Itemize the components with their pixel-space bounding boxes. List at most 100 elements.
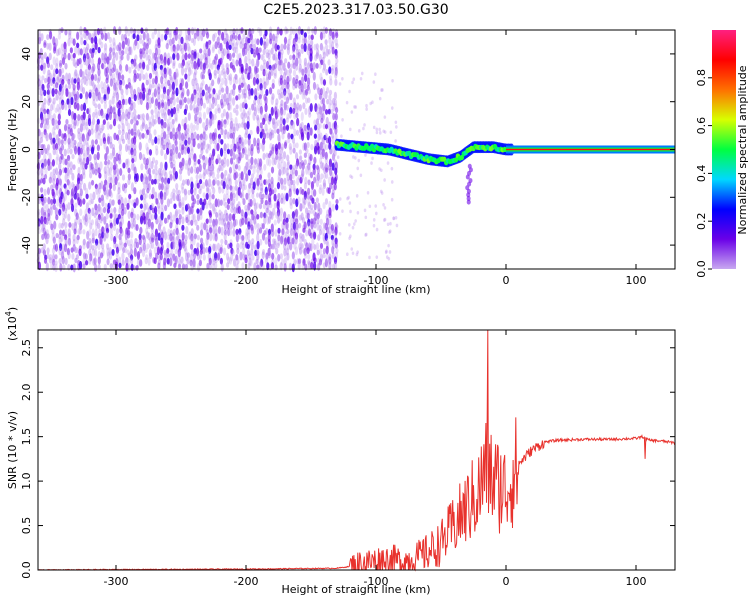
spectrogram-cell [93, 29, 97, 37]
spectrogram-cell [283, 91, 287, 101]
spectrogram-cell [205, 41, 209, 50]
spectrogram-cell [48, 86, 52, 94]
spectrogram-cell [106, 188, 110, 197]
spectrogram-cell [219, 147, 224, 157]
spectrogram-cell [207, 48, 211, 57]
spectrogram-cell [221, 93, 225, 100]
spectrogram-cell [148, 248, 152, 257]
spectrogram-cell [46, 187, 51, 196]
spectrogram-cell [91, 207, 95, 217]
spectrogram-cell [100, 41, 104, 49]
spectrogram-cell [265, 52, 269, 59]
spectrogram-cell [324, 151, 328, 160]
spectrogram-cell [121, 78, 126, 86]
spectrogram-cell [269, 211, 273, 219]
spectrogram-cell [102, 207, 107, 214]
spectrogram-cell [141, 61, 146, 70]
spectrogram-cell [161, 93, 165, 100]
spectrogram-cell [45, 132, 49, 142]
spectrogram-cell [119, 237, 123, 246]
spectrogram-cell [232, 136, 236, 146]
spectrogram-cell [119, 221, 123, 229]
spectrogram-cell [71, 222, 75, 231]
spectrogram-cell [112, 118, 117, 127]
spectrogram-cell [283, 101, 287, 111]
spectrogram-cell [292, 164, 297, 171]
spectrogram-cell [328, 32, 332, 40]
spectrogram-cell [334, 112, 338, 121]
spectrogram-cell [44, 167, 48, 176]
spectrogram-cell [127, 173, 131, 181]
spectrogram-cell [150, 193, 155, 200]
spectrogram-cell [230, 89, 234, 95]
y-tick-label: 0.5 [20, 517, 33, 535]
spectrogram-cell [67, 263, 71, 271]
spectrogram-cell [41, 75, 45, 81]
spectrogram-cell [101, 63, 105, 70]
spectrogram-cell [151, 139, 155, 146]
spectrogram-cell [372, 223, 376, 228]
spectrogram-cell [53, 123, 57, 131]
spectrogram-cell [313, 201, 317, 211]
spectrogram-cell [169, 97, 173, 105]
spectrogram-cell [72, 52, 76, 59]
spectrogram-cell [216, 103, 220, 112]
spectrogram-cell [245, 36, 249, 45]
spectrogram-cell [255, 67, 259, 74]
spectrogram-cell [273, 238, 277, 246]
spectrogram-cell [102, 137, 107, 145]
spectrogram-cell [223, 229, 228, 236]
spectrogram-cell [272, 41, 276, 49]
spectrogram-cell [283, 241, 287, 251]
spectrogram-cell [166, 241, 170, 250]
spectrogram-cell [133, 94, 137, 102]
spectrogram-cell [320, 59, 324, 66]
spectrogram-cell [207, 86, 211, 94]
spectrogram-cell [307, 97, 311, 104]
spectrogram-cell [285, 247, 289, 256]
spectrogram-cell [49, 161, 53, 170]
spectrogram-cell [184, 234, 188, 242]
spectrogram-cell [118, 262, 122, 269]
spectrogram-cell [58, 107, 62, 115]
spectrogram-cell [319, 218, 323, 225]
spectrogram-cell [44, 77, 48, 84]
spectrogram-cell [210, 183, 215, 190]
spectrogram-cell [244, 103, 248, 110]
spectrogram-cell [301, 197, 306, 204]
spectrogram-cell [212, 187, 216, 195]
spectrogram-cell [115, 68, 119, 76]
spectrogram-cell [282, 108, 286, 116]
spectrogram-cell [144, 193, 148, 199]
spectrogram-cell [39, 137, 43, 144]
spectrogram-cell [179, 138, 183, 146]
spectrogram-cell [77, 127, 81, 135]
spectrogram-cell [79, 63, 83, 69]
spectrogram-cell [273, 219, 277, 226]
spectrogram-cell [126, 202, 130, 210]
spectrogram-cell [226, 148, 231, 155]
spectrogram-cell [265, 38, 269, 47]
spectrogram-cell [212, 218, 216, 228]
y-tick-label: -40 [20, 236, 33, 254]
spectrogram-cell [297, 261, 301, 270]
spectrogram-cell [394, 139, 397, 143]
spectrogram-cell [267, 209, 272, 216]
spectrogram-cell [115, 246, 120, 254]
spectrogram-cell [362, 126, 365, 131]
spectrogram-cell [331, 37, 335, 44]
spectrogram-cell [62, 157, 66, 166]
spectrogram-cell [82, 122, 86, 131]
spectrogram-cell [174, 139, 178, 146]
spectrogram-cell [126, 257, 130, 264]
spectrogram-cell [333, 98, 338, 106]
spectrogram-cell [232, 218, 237, 228]
spectrogram-cell [115, 213, 119, 219]
spectrogram-cell [40, 53, 44, 61]
spectrogram-cell [387, 243, 390, 248]
spectrogram-cell [116, 79, 120, 86]
spectrogram-cell [232, 192, 236, 199]
spectrogram-cell [184, 163, 188, 170]
spectrogram-cell [130, 102, 134, 111]
